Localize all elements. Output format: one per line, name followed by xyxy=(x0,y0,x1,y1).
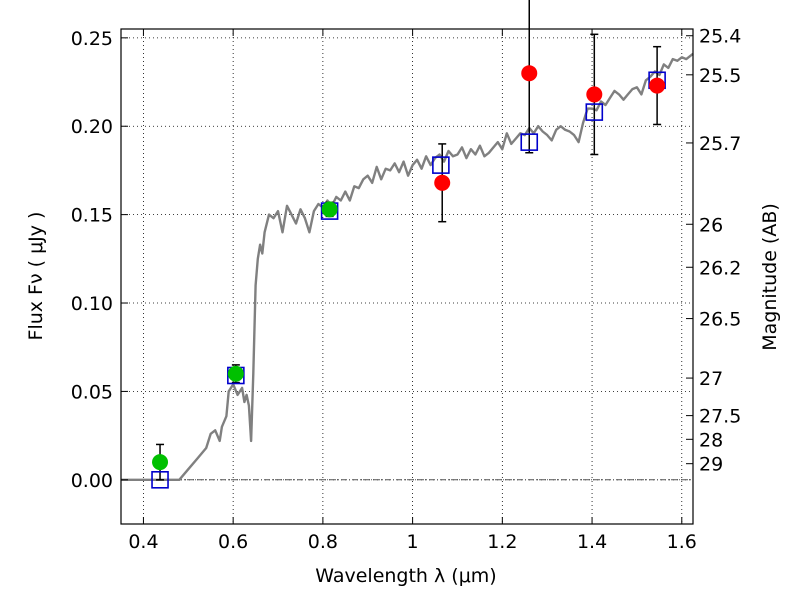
magnitude-tick-label: 26.5 xyxy=(699,309,741,331)
observed-point xyxy=(152,454,169,471)
model-box-marker xyxy=(432,156,450,174)
magnitude-tick-label: 27.5 xyxy=(699,406,741,428)
observed-point xyxy=(586,86,603,103)
magnitude-tick-label: 25.7 xyxy=(699,133,741,155)
observed-point xyxy=(649,77,666,94)
template-spectrum-line xyxy=(121,52,694,481)
plot-frame xyxy=(120,28,694,525)
x-axis-ticks: 0.4 0.6 0.8 1 1.2 1.4 1.6 xyxy=(128,29,697,553)
x-tick-label: 0.8 xyxy=(308,531,338,553)
magnitude-axis-label: Magnitude (AB) xyxy=(759,203,781,351)
x-tick-label: 1.6 xyxy=(667,531,697,553)
magnitude-tick-label: 25.4 xyxy=(699,26,741,48)
y-tick-label: 0.05 xyxy=(71,381,113,403)
x-tick-label: 1.2 xyxy=(487,531,517,553)
observed-point xyxy=(227,365,244,382)
y-tick-label: 0.20 xyxy=(71,116,113,138)
y-tick-label: 0.00 xyxy=(71,470,113,492)
magnitude-tick-label: 25.5 xyxy=(699,65,741,87)
observed-points xyxy=(152,65,666,471)
model-box-marker xyxy=(585,103,604,121)
observed-point xyxy=(321,201,338,218)
y-tick-label: 0.25 xyxy=(71,28,113,50)
magnitude-tick-label: 26 xyxy=(699,214,723,236)
x-tick-label: 0.6 xyxy=(218,531,248,553)
model-box-marker xyxy=(151,471,169,489)
model-box-marker xyxy=(520,133,539,151)
y-axis-ticks: 0.00 0.05 0.10 0.15 0.20 0.25 xyxy=(71,28,128,492)
x-tick-label: 0.4 xyxy=(128,531,158,553)
magnitude-tick-label: 26.2 xyxy=(699,257,741,279)
magnitude-tick-label: 29 xyxy=(699,454,723,476)
magnitude-tick-label: 28 xyxy=(699,429,723,451)
y-tick-label: 0.15 xyxy=(71,205,113,227)
y-axis-label: Flux Fν ( μJy ) xyxy=(25,212,47,341)
x-axis-label: Wavelength λ (μm) xyxy=(315,565,496,587)
observed-point xyxy=(434,174,451,191)
magnitude-axis-ticks: 25.4 25.5 25.7 26 26.2 26.5 27 27.528 29 xyxy=(686,26,741,476)
observed-point xyxy=(521,65,538,82)
y-tick-label: 0.10 xyxy=(71,293,113,315)
magnitude-tick-label: 27 xyxy=(699,368,723,390)
x-tick-label: 1 xyxy=(407,531,419,553)
x-tick-label: 1.4 xyxy=(577,531,607,553)
